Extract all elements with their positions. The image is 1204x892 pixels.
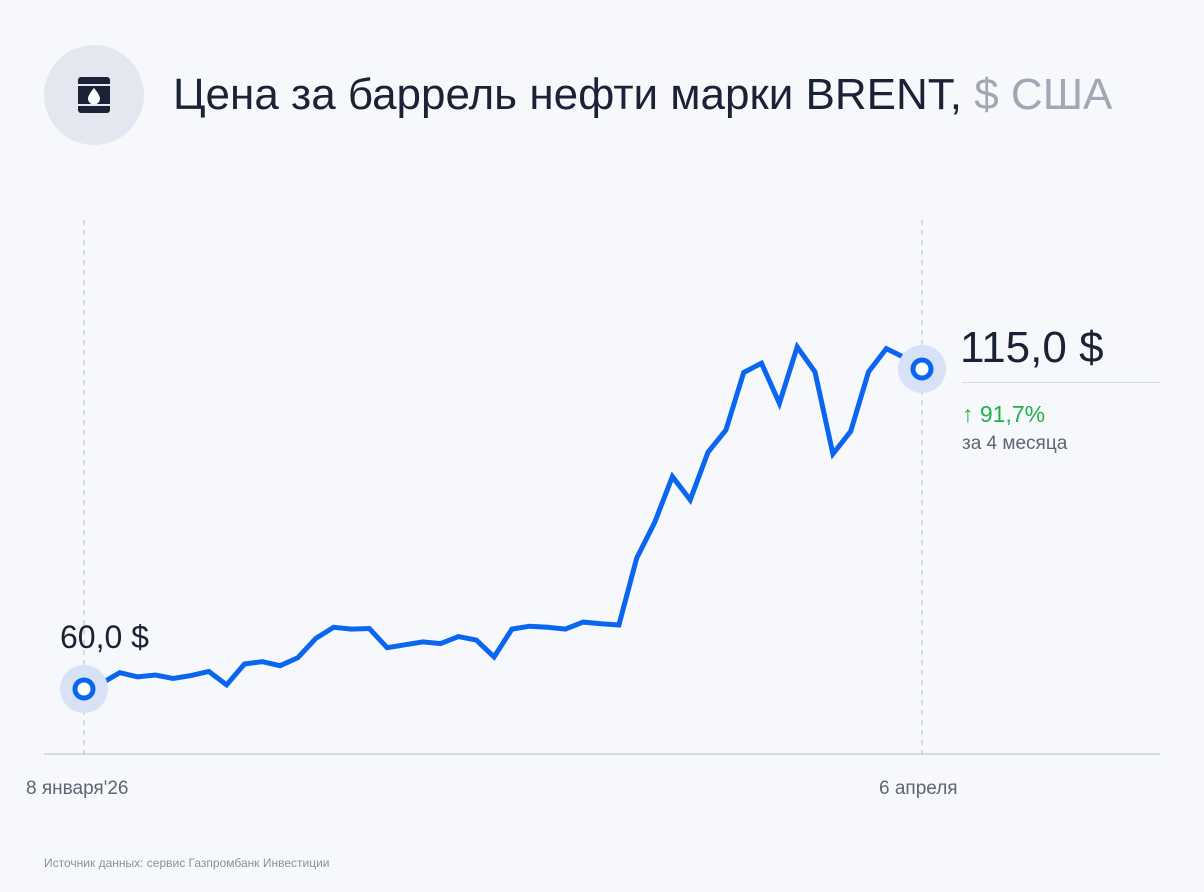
value-divider [962, 382, 1160, 383]
price-series-line [83, 341, 924, 692]
chart-title: Цена за баррель нефти марки BRENT, $ США [173, 68, 1112, 122]
period-label: за 4 месяца [962, 433, 1068, 454]
x-tick-end: 6 апреля [879, 778, 958, 799]
start-point-marker [60, 665, 108, 713]
title-text: Цена за баррель нефти марки BRENT, [173, 70, 962, 119]
start-value-label: 60,0 $ [60, 619, 149, 655]
oil-barrel-icon [44, 45, 144, 145]
source-note: Источник данных: сервис Газпромбанк Инве… [44, 856, 330, 870]
change-percent: ↑ 91,7% [962, 401, 1046, 427]
end-value-label: 115,0 $ [960, 323, 1104, 372]
end-point-marker [898, 345, 946, 393]
x-tick-start: 8 января'26 [26, 778, 129, 799]
title-unit: $ США [974, 70, 1113, 119]
